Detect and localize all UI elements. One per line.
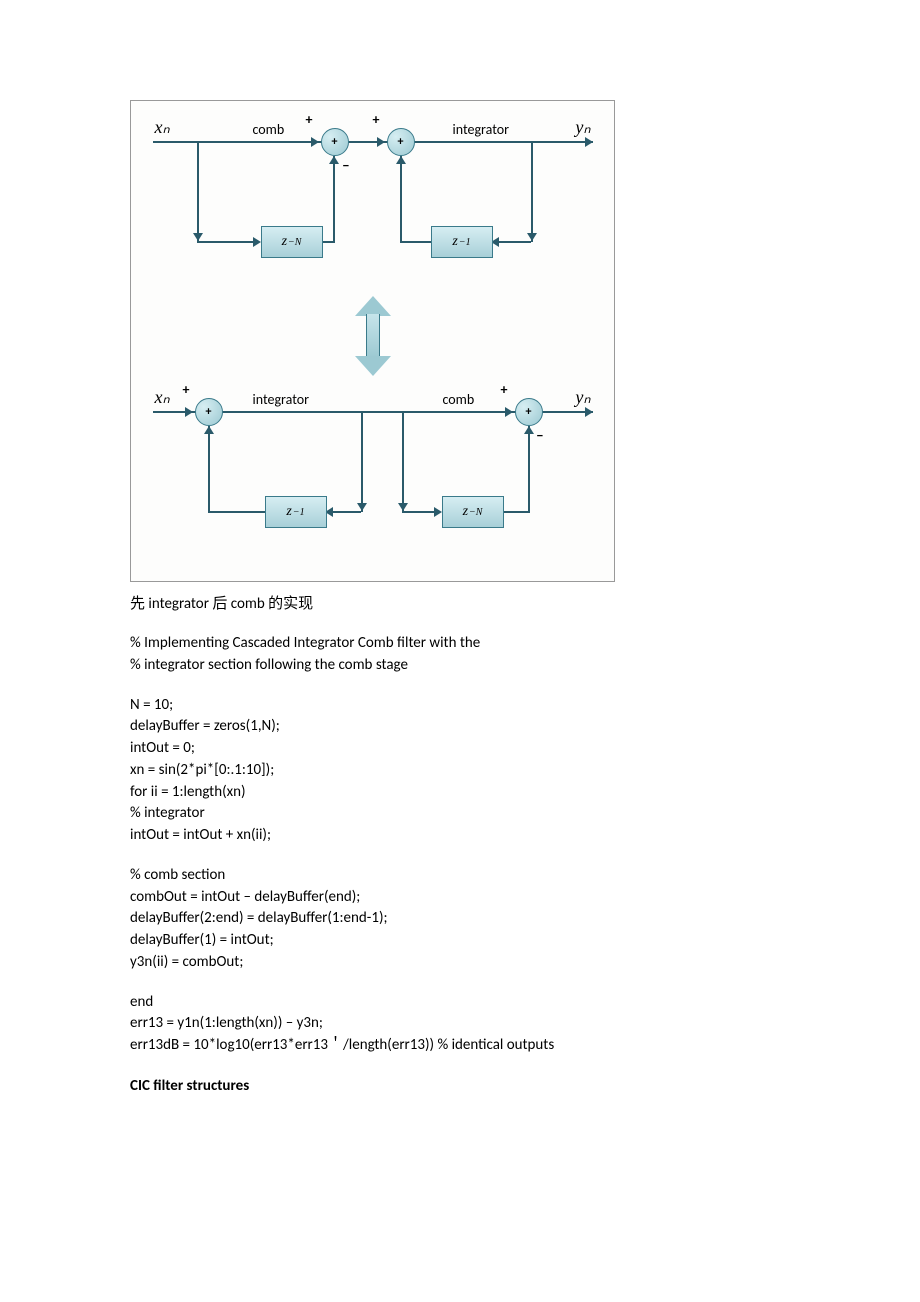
section-heading: CIC filter structures — [130, 1077, 790, 1095]
code-line: err13 = y1n(1:length(xn)) – y3n; — [130, 1013, 790, 1035]
hline — [331, 511, 361, 513]
plus-sign-icon: + — [373, 111, 380, 128]
arrow-icon — [396, 156, 406, 164]
arrow-icon — [377, 137, 385, 147]
plus-sign-icon: + — [501, 381, 508, 398]
hline — [208, 511, 265, 513]
delay-exp: −1 — [459, 237, 471, 248]
sum-node-1-top: + — [321, 128, 349, 156]
vline — [531, 142, 533, 242]
code-line: err13dB = 10*log10(err13*err13＇/length(e… — [130, 1035, 790, 1057]
hline — [497, 241, 531, 243]
code-line: delayBuffer = zeros(1,N); — [130, 716, 790, 738]
vline — [208, 426, 210, 513]
code-comment: % Implementing Cascaded Integrator Comb … — [130, 633, 790, 655]
delay-base: z — [463, 504, 468, 520]
code-line: delayBuffer(2:end) = delayBuffer(1:end-1… — [130, 908, 790, 930]
input-label-bottom: xₙ — [155, 387, 170, 408]
code-comment: % integrator — [130, 803, 790, 825]
vline — [400, 156, 402, 243]
code-line: y3n(ii) = combOut; — [130, 952, 790, 974]
arrow-icon — [527, 233, 537, 241]
plus-sign-icon: + — [306, 111, 313, 128]
delay-base: z — [452, 234, 457, 250]
diagram-caption: 先 integrator 后 comb 的实现 — [130, 592, 790, 613]
code-fragment: err13dB = 10*log10(err13*err13＇/length(e… — [130, 1036, 434, 1054]
vline — [197, 142, 199, 242]
hline — [400, 241, 431, 243]
vline — [361, 412, 363, 512]
code-line: end — [130, 992, 790, 1014]
arrow-icon — [524, 426, 534, 434]
delay-exp: −1 — [293, 507, 305, 518]
vline — [402, 412, 404, 512]
code-line: N = 10; — [130, 695, 790, 717]
input-label-top: xₙ — [155, 117, 170, 138]
code-line: intOut = intOut + xn(ii); — [130, 825, 790, 847]
integrator-label-bottom: integrator — [253, 391, 310, 408]
code-line: for ii = 1:length(xn) — [130, 782, 790, 804]
code-comment: % comb section — [130, 865, 790, 887]
delay-zN-bottom: z−N — [442, 496, 504, 528]
arrow-icon — [434, 507, 442, 517]
vline — [333, 156, 335, 243]
hline — [197, 241, 257, 243]
arrow-icon — [204, 426, 214, 434]
equivalence-arrow-icon — [353, 296, 393, 376]
integrator-label-top: integrator — [453, 121, 510, 138]
delay-base: z — [282, 234, 287, 250]
sum-node-1-bottom: + — [195, 398, 223, 426]
delay-exp: −N — [288, 237, 301, 248]
arrow-icon — [193, 233, 203, 241]
arrow-icon — [505, 407, 513, 417]
minus-sign-icon: − — [537, 427, 544, 444]
code-line: intOut = 0; — [130, 738, 790, 760]
plus-sign-icon: + — [183, 381, 190, 398]
sum-node-2-top: + — [387, 128, 415, 156]
code-line: delayBuffer(1) = intOut; — [130, 930, 790, 952]
delay-z1-top: z−1 — [431, 226, 493, 258]
arrow-icon — [185, 407, 193, 417]
vline — [528, 426, 530, 513]
hline — [402, 511, 438, 513]
delay-base: z — [286, 504, 291, 520]
minus-sign-icon: − — [343, 157, 350, 174]
arrow-icon — [398, 503, 408, 511]
arrow-icon — [585, 407, 593, 417]
diagram-bottom-stage: xₙ integrator comb yₙ + + + − + z−1 — [143, 381, 603, 561]
code-comment: % integrator section following the comb … — [130, 655, 790, 677]
code-line: combOut = intOut – delayBuffer(end); — [130, 887, 790, 909]
delay-zN-top: z−N — [261, 226, 323, 258]
arrow-icon — [253, 237, 261, 247]
mainline-top — [153, 141, 593, 143]
arrow-icon — [585, 137, 593, 147]
output-label-bottom: yₙ — [575, 387, 590, 408]
page: xₙ comb integrator yₙ + + + − + z−N — [0, 0, 920, 1302]
arrow-icon — [357, 503, 367, 511]
cic-diagram: xₙ comb integrator yₙ + + + − + z−N — [130, 100, 615, 582]
diagram-top-stage: xₙ comb integrator yₙ + + + − + z−N — [143, 111, 603, 291]
comb-label-bottom: comb — [443, 391, 475, 408]
comb-label-top: comb — [253, 121, 285, 138]
output-label-top: yₙ — [575, 117, 590, 138]
delay-z1-bottom: z−1 — [265, 496, 327, 528]
hline — [504, 511, 528, 513]
arrow-icon — [311, 137, 319, 147]
code-comment-inline: % identical outputs — [434, 1036, 554, 1054]
sum-node-2-bottom: + — [515, 398, 543, 426]
code-line: xn = sin(2*pi*[0:.1:10]); — [130, 760, 790, 782]
arrow-icon — [329, 156, 339, 164]
delay-exp: −N — [469, 507, 482, 518]
